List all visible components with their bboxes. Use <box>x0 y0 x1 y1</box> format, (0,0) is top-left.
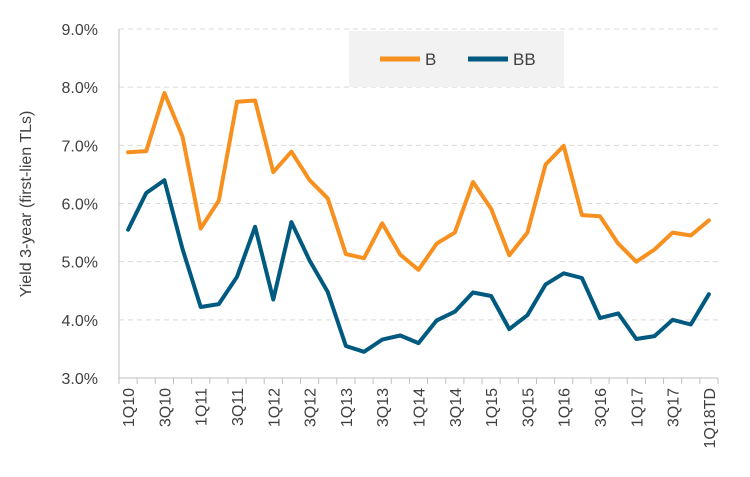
x-tick-label: 1Q11 <box>194 388 211 426</box>
x-tick-label: 3Q12 <box>303 388 320 427</box>
y-axis-title: Yield 3-year (first-lien TLs) <box>18 111 35 298</box>
y-tick-label: 5.0% <box>62 255 98 272</box>
x-tick-label: 3Q17 <box>666 388 683 427</box>
x-tick-labels: 1Q10 3Q10 1Q11 3Q11 1Q12 3Q12 1Q13 3Q13 1Q14 3Q14… <box>121 388 719 449</box>
x-tick-label: 3Q11 <box>230 388 247 426</box>
x-tick-label: 3Q14 <box>448 388 465 427</box>
series-line-b <box>126 91 711 272</box>
y-tick-labels: 3.0% 4.0% 5.0% 6.0% 7.0% 8.0% 9.0% <box>62 22 98 388</box>
legend-label-bb: BB <box>513 50 536 69</box>
x-tick-label: 3Q10 <box>157 388 174 427</box>
y-tick-label: 4.0% <box>62 313 98 330</box>
y-tick-label: 8.0% <box>62 80 98 97</box>
x-tick-label: 1Q10 <box>121 388 138 427</box>
x-tick-label: 1Q17 <box>629 388 646 427</box>
axes <box>118 29 719 384</box>
x-tick-label: 1Q14 <box>412 388 429 427</box>
series <box>126 91 711 354</box>
x-tick-label: 3Q16 <box>593 388 610 427</box>
x-tick-label: 3Q13 <box>375 388 392 427</box>
x-tick-label: 1Q16 <box>557 388 574 427</box>
x-tick-label: 1Q13 <box>339 388 356 427</box>
x-tick-label: 1Q12 <box>266 388 283 427</box>
y-tick-label: 6.0% <box>62 197 98 214</box>
x-tick-label: 3Q15 <box>520 388 537 427</box>
x-tick-label: 1Q18TD <box>702 388 719 448</box>
y-tick-label: 9.0% <box>62 22 98 39</box>
y-tick-label: 3.0% <box>62 371 98 388</box>
legend-label-b: B <box>425 50 436 69</box>
x-tick-label: 1Q15 <box>484 388 501 427</box>
y-tick-label: 7.0% <box>62 138 98 155</box>
legend: B BB <box>349 31 564 87</box>
